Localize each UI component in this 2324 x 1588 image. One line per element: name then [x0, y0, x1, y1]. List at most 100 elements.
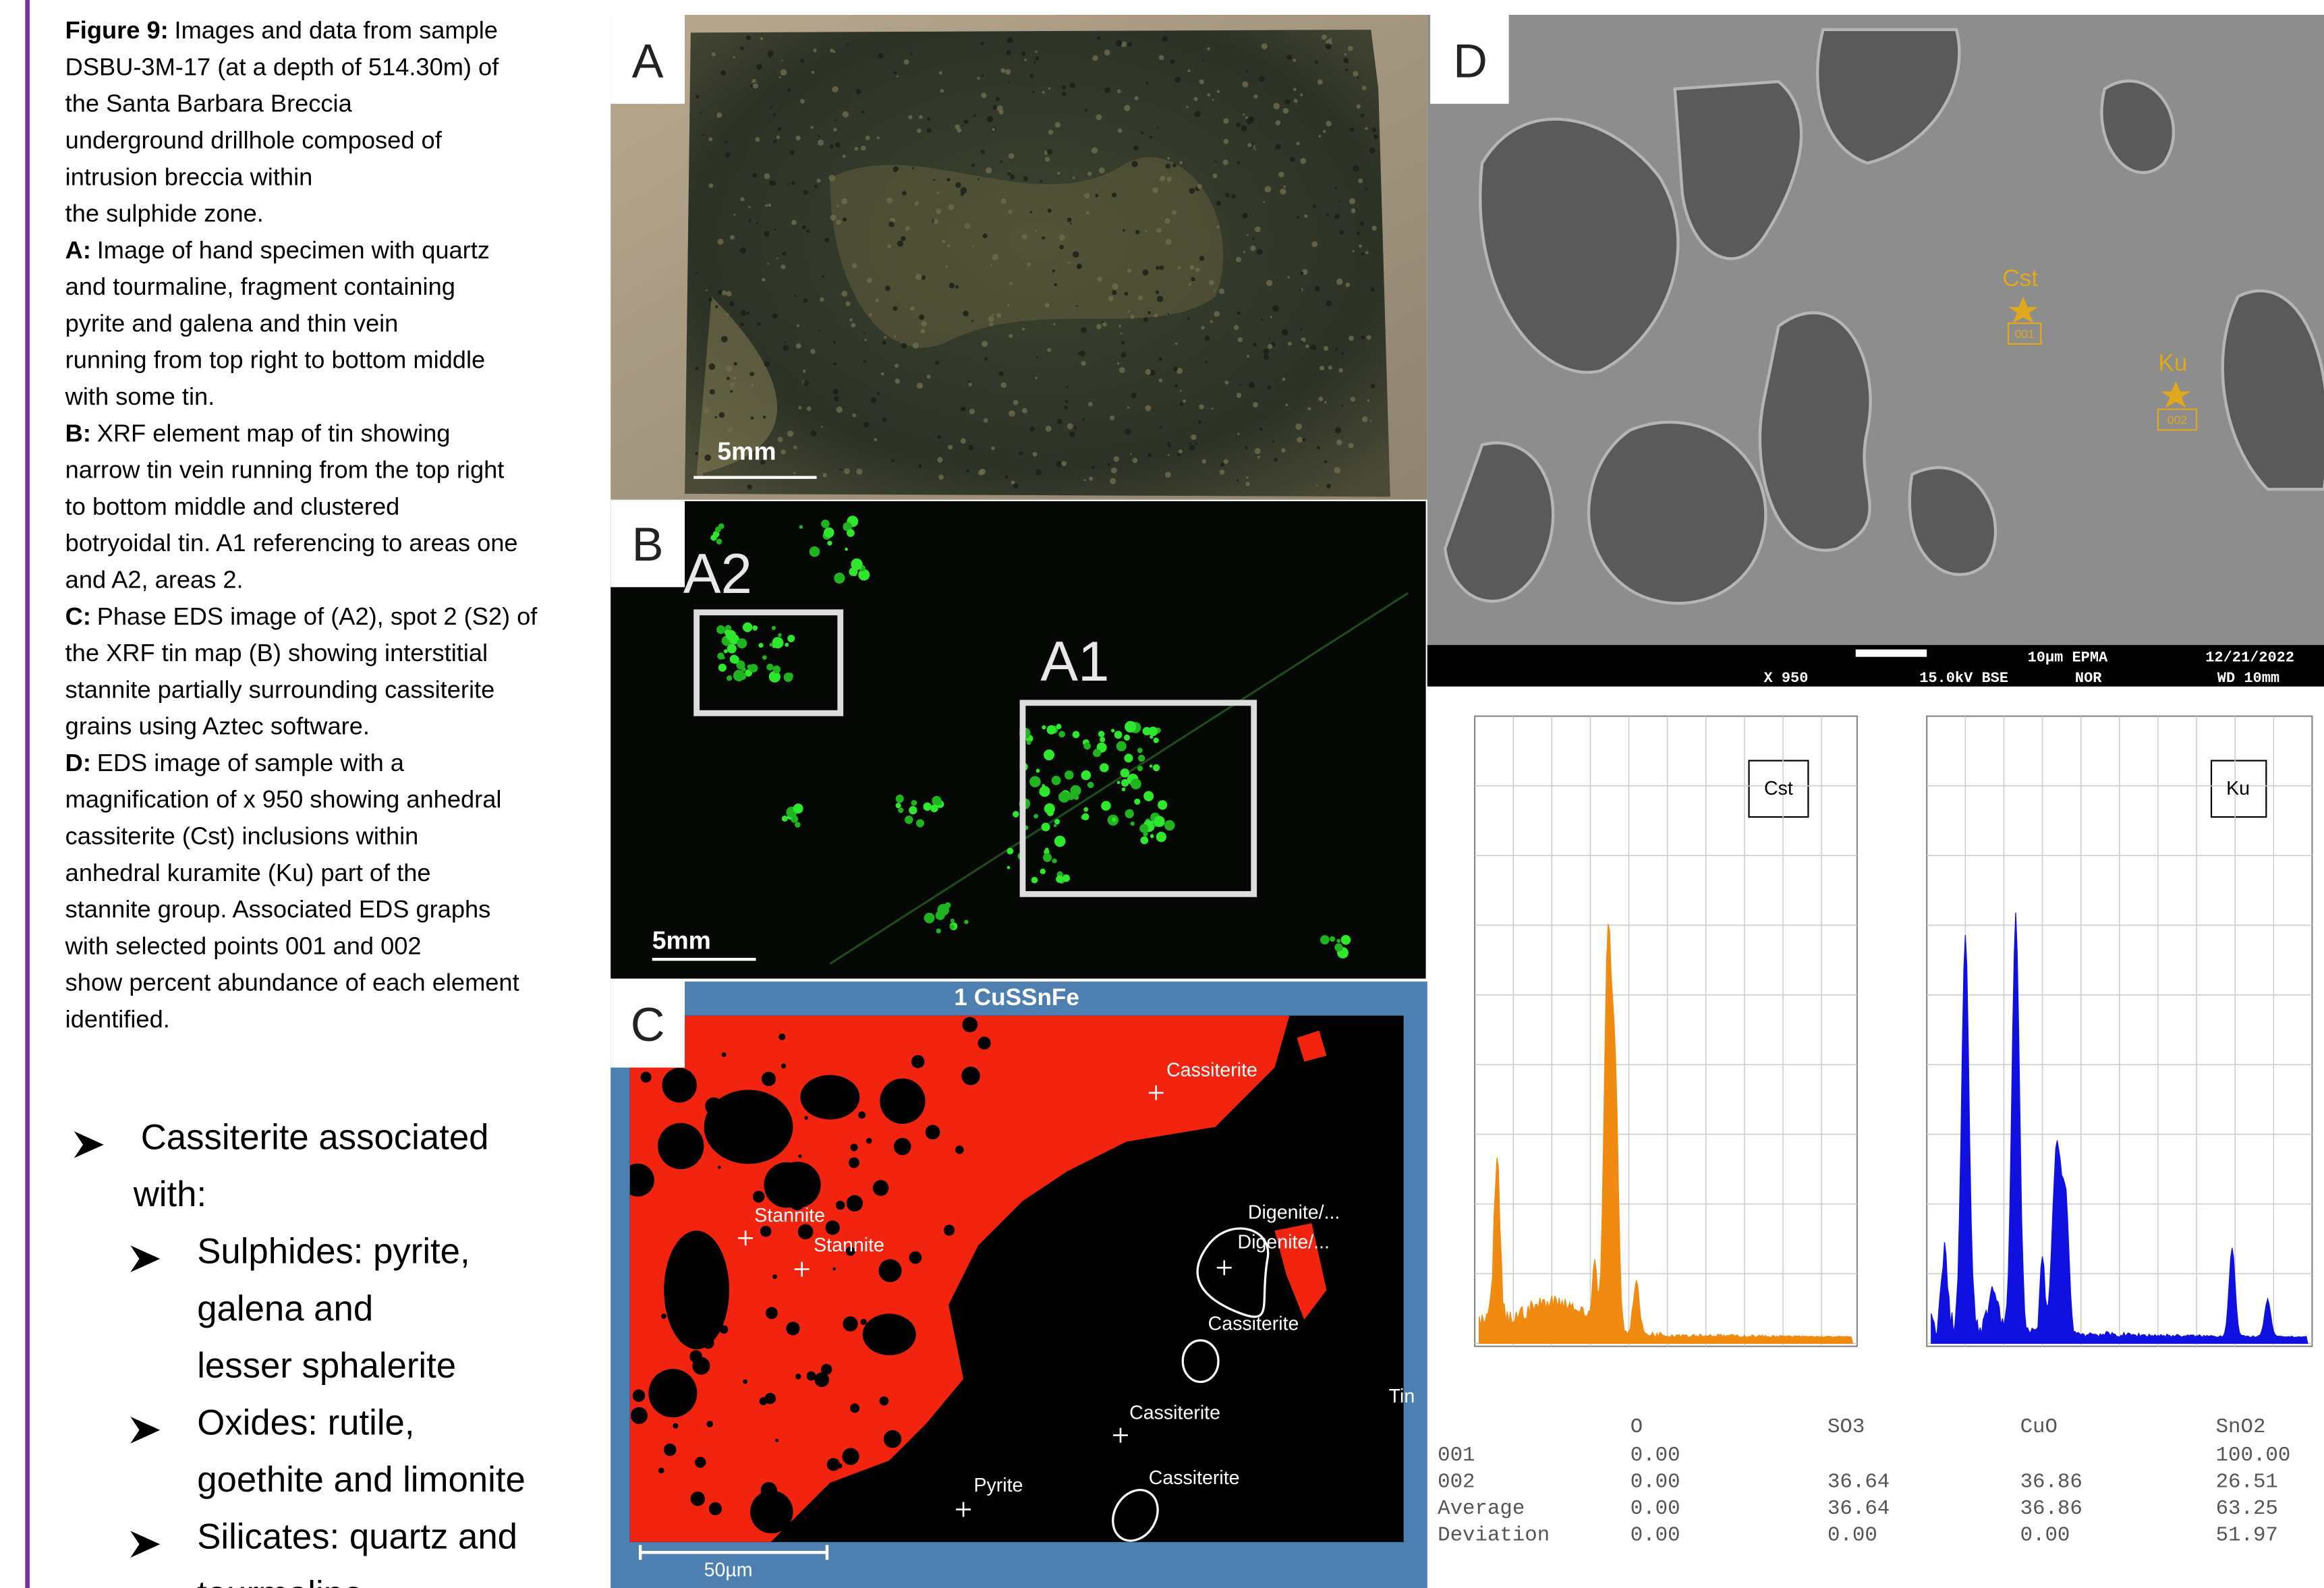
grain	[768, 55, 771, 58]
table-cell: 0.00	[1631, 1444, 1680, 1467]
grain	[863, 422, 869, 428]
grain	[1125, 292, 1129, 296]
grain	[918, 464, 922, 467]
grain	[764, 361, 770, 366]
grain	[937, 457, 942, 463]
grain	[1239, 384, 1241, 386]
tin-grain	[1031, 877, 1038, 884]
grain	[1130, 453, 1132, 455]
grain	[1245, 116, 1248, 119]
tin-grain	[1065, 770, 1074, 780]
caption-text: Phase EDS image of (A2), spot 2 (S2) of	[97, 602, 538, 630]
hole	[926, 1125, 940, 1139]
grain	[1040, 180, 1043, 183]
grain	[1114, 456, 1119, 461]
tin-grain	[1330, 936, 1335, 942]
grain	[938, 474, 944, 480]
grain	[1174, 385, 1178, 388]
grain	[1165, 219, 1170, 224]
grain	[1314, 286, 1320, 292]
tin-grain	[1334, 943, 1342, 951]
grain	[1217, 90, 1220, 93]
grain	[1367, 335, 1371, 340]
grain	[1009, 282, 1013, 285]
grain	[1353, 165, 1359, 172]
grain	[1269, 338, 1271, 340]
grain	[1108, 463, 1110, 466]
grain	[988, 316, 994, 322]
hole	[849, 1158, 859, 1168]
grain	[1112, 290, 1116, 295]
grain	[1236, 123, 1241, 127]
grain	[1296, 142, 1299, 145]
grain	[1117, 89, 1121, 93]
grain	[1170, 59, 1174, 63]
grain	[861, 146, 866, 151]
grain	[1259, 428, 1263, 431]
grain	[984, 418, 988, 423]
caption-text: and tourmaline, fragment containing	[65, 273, 455, 300]
caption-text: the XRF tin map (B) showing interstitial	[65, 639, 488, 667]
grain	[1081, 361, 1085, 366]
grain	[843, 217, 847, 221]
grain	[1045, 303, 1050, 308]
panel-letter: D	[1453, 34, 1487, 87]
grain	[1195, 268, 1200, 273]
grain	[1275, 120, 1280, 125]
grain	[709, 364, 716, 370]
grain	[1156, 228, 1162, 233]
tin-grain	[1081, 770, 1092, 781]
grain	[882, 341, 886, 345]
tin-grain	[1052, 776, 1061, 785]
grain	[1022, 234, 1027, 239]
caption-text: and A2, areas 2.	[65, 565, 244, 593]
grain	[843, 154, 846, 158]
grain	[973, 114, 976, 117]
table-row-label: Average	[1438, 1497, 1525, 1521]
grain	[795, 136, 800, 140]
grain	[800, 99, 805, 104]
grain	[1162, 36, 1168, 42]
tin-grain	[911, 800, 917, 806]
grain	[972, 246, 974, 248]
grain	[1282, 329, 1288, 336]
grain	[1207, 47, 1210, 51]
grain	[1143, 317, 1148, 322]
table-cell: 36.86	[2020, 1497, 2082, 1521]
grain	[1245, 69, 1248, 72]
grain	[1131, 161, 1137, 167]
grain	[1317, 79, 1323, 84]
grain	[725, 152, 731, 158]
table-header: CuO	[2020, 1415, 2058, 1439]
grain	[1104, 87, 1110, 93]
caption-text: to bottom middle and clustered	[65, 492, 400, 520]
grain	[1223, 118, 1228, 123]
grain	[1127, 407, 1129, 409]
tin-grain	[1052, 858, 1056, 863]
grain	[1036, 356, 1038, 358]
grain	[1167, 157, 1170, 160]
tin-grain	[898, 807, 903, 813]
tin-grain	[1098, 731, 1105, 737]
grain	[1186, 106, 1189, 109]
grain	[1350, 127, 1355, 132]
caption-label: B:	[65, 419, 91, 447]
tin-grain	[1124, 735, 1130, 741]
grain	[1046, 426, 1052, 432]
sem-info: 10µm EPMA	[2028, 649, 2108, 666]
tin-grain	[1341, 935, 1351, 944]
grain	[756, 64, 762, 69]
grain	[1265, 186, 1272, 193]
page: Figure 9:Images and data from sampleDSBU…	[0, 0, 2324, 1588]
hole	[851, 1143, 858, 1151]
grain	[1132, 458, 1137, 463]
grain	[1339, 230, 1344, 235]
grain	[1308, 407, 1311, 411]
tin-grain	[827, 541, 832, 546]
caption-text: show percent abundance of each element	[65, 969, 519, 996]
grain	[1261, 318, 1263, 320]
hole	[709, 1502, 722, 1515]
grain	[1069, 432, 1075, 438]
grain	[778, 436, 783, 442]
grain	[793, 472, 795, 474]
